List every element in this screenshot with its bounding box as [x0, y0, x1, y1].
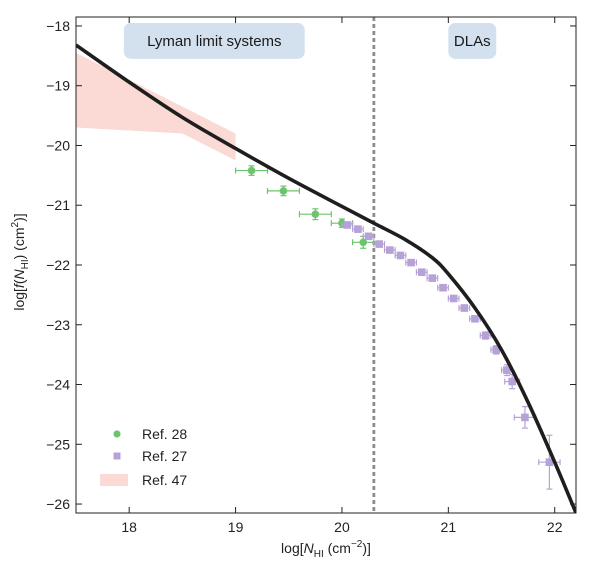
ref28-point-1 — [266, 185, 301, 197]
y-tick-label-4: −22 — [46, 257, 70, 273]
ref27-point-5 — [394, 251, 407, 260]
model-curve — [76, 43, 576, 513]
region-label-0: Lyman limit systems — [147, 33, 281, 50]
legend-label-ref28: Ref. 28 — [142, 426, 187, 442]
data-points — [234, 165, 561, 490]
legend-label-ref47: Ref. 47 — [142, 472, 187, 488]
ref27-point-3 — [373, 240, 386, 248]
ref27-point-6 — [405, 258, 418, 267]
x-tick-label-2: 20 — [334, 519, 350, 535]
ref27-point-7 — [415, 268, 428, 276]
ref27-point-11 — [458, 304, 471, 312]
x-tick-label-4: 22 — [547, 519, 563, 535]
x-tick-label-1: 19 — [228, 519, 244, 535]
ref47-band — [76, 52, 236, 161]
ref27-point-4 — [383, 246, 396, 254]
y-tick-label-1: −19 — [46, 78, 70, 94]
ref28-point-0 — [234, 165, 269, 176]
y-tick-label-5: −23 — [46, 317, 70, 333]
x-axis-title: log[NHI (cm−2)] — [281, 539, 371, 560]
legend: Ref. 28 Ref. 27 Ref. 47 — [100, 426, 187, 488]
ref27-point-9 — [437, 283, 449, 292]
region-box-0 — [123, 22, 305, 59]
ref47-band-layer — [76, 52, 236, 161]
legend-marker-ref27 — [113, 452, 121, 460]
ref27-point-1 — [351, 225, 364, 233]
y-tick-label-7: −25 — [46, 436, 70, 452]
y-tick-label-0: −18 — [46, 18, 70, 34]
model-curve-layer — [76, 43, 576, 513]
legend-label-ref27: Ref. 27 — [142, 448, 187, 464]
ref28-point-2 — [298, 208, 332, 221]
region-boxes: Lyman limit systems DLAs — [123, 22, 497, 59]
x-tick-label-3: 21 — [441, 519, 457, 535]
legend-marker-ref28 — [113, 430, 121, 438]
ref27-point-8 — [426, 274, 439, 282]
region-box-1 — [448, 22, 497, 59]
ref27-point-18 — [538, 434, 561, 490]
y-tick-label-3: −21 — [46, 197, 70, 213]
y-tick-label-8: −26 — [46, 496, 70, 512]
x-tick-label-0: 18 — [121, 519, 137, 535]
y-axis-title: log[f(NHI) (cm2)] — [10, 213, 31, 310]
legend-marker-ref47 — [100, 474, 128, 486]
region-label-1: DLAs — [454, 33, 491, 50]
y-tick-label-6: −24 — [46, 377, 70, 393]
ref27-point-10 — [447, 294, 460, 303]
ref27-point-2 — [362, 232, 375, 241]
ref27-point-13 — [479, 331, 492, 340]
y-tick-label-2: −20 — [46, 137, 70, 153]
axis-ticks: 18 19 20 21 22 −18 −19 −20 −21 −22 −23 −24 −25 −26 — [46, 17, 576, 535]
ref27-point-0 — [341, 221, 354, 229]
